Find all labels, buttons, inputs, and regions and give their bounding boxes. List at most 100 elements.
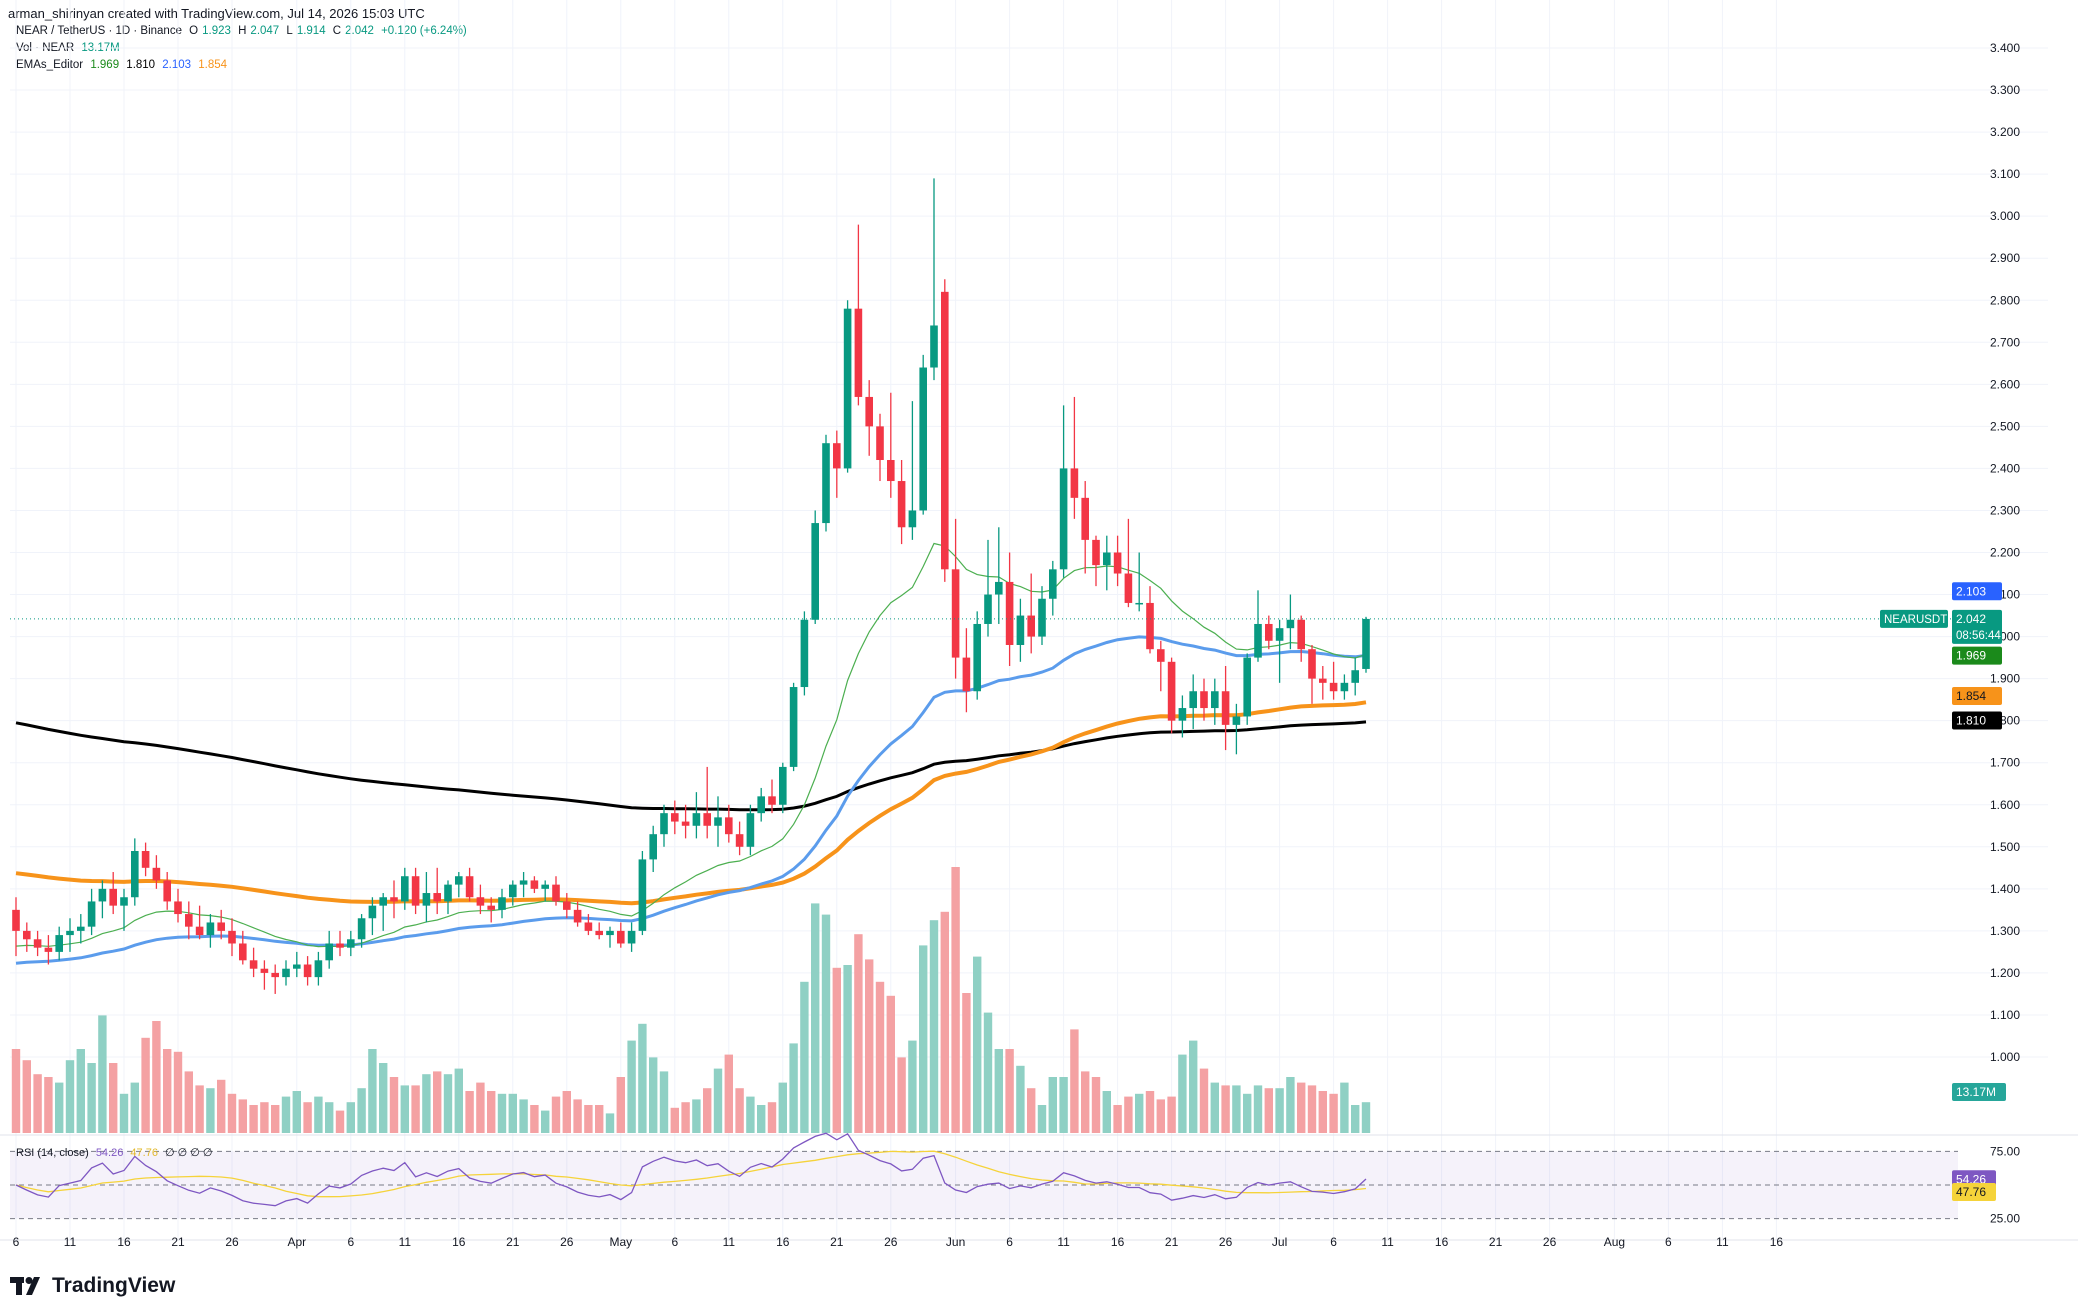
candle-body — [1178, 708, 1187, 721]
volume-bar — [811, 903, 820, 1133]
candle-body — [282, 968, 290, 978]
price-tick-label: 1.900 — [1990, 672, 2020, 686]
rsi-tick-label: 75.00 — [1990, 1144, 2020, 1158]
candle-body — [1016, 615, 1025, 645]
tradingview-logo[interactable]: TradingView — [10, 1274, 175, 1298]
volume-bar — [335, 1110, 345, 1133]
rsi-tick-label: 25.00 — [1990, 1212, 2020, 1226]
ema-value-blue: 2.103 — [162, 59, 192, 71]
volume-badge-box — [1952, 1083, 2006, 1101]
volume-bar — [519, 1099, 528, 1133]
volume-bar — [1329, 1093, 1338, 1133]
candle-body — [1081, 497, 1089, 540]
candle-body — [930, 325, 938, 368]
volume-bar — [292, 1091, 301, 1133]
volume-bar — [400, 1085, 409, 1133]
candle-body — [23, 930, 31, 940]
time-tick-label: 16 — [452, 1235, 466, 1249]
volume-bar — [1297, 1082, 1306, 1133]
price-tick-label: 2.700 — [1990, 335, 2020, 349]
time-tick-label: May — [609, 1235, 632, 1249]
time-tick-label: 6 — [347, 1235, 354, 1249]
volume-bar — [1286, 1077, 1295, 1133]
time-tick-label: 16 — [1770, 1235, 1784, 1249]
ema-value-black: 1.810 — [126, 59, 156, 71]
volume-bar — [973, 956, 982, 1133]
volume-bar — [411, 1085, 420, 1133]
time-tick-label: 11 — [64, 1235, 77, 1249]
open-value: 1.923 — [202, 25, 231, 37]
candles — [10, 178, 1958, 994]
volume-bar — [76, 1049, 85, 1133]
volume-bar — [433, 1071, 442, 1133]
time-tick-label: Aug — [1604, 1235, 1625, 1249]
price-tick-label: 2.500 — [1990, 419, 2020, 433]
high-value: 2.047 — [250, 25, 280, 37]
candle-body — [1124, 573, 1133, 603]
volume-bar — [281, 1096, 291, 1133]
candle-body — [1189, 691, 1197, 709]
ema-blue-badge: 2.103 — [1956, 584, 1986, 598]
volume-bar — [778, 1082, 787, 1133]
volume-bar — [33, 1074, 42, 1133]
ema-lines — [15, 542, 1367, 965]
volume-bar — [789, 1043, 798, 1133]
volume-bar — [681, 1102, 690, 1133]
candle-body — [228, 930, 236, 944]
ema-orange-badge-box — [1952, 686, 2002, 705]
volume-bar — [422, 1074, 431, 1133]
volume-bar — [659, 1071, 669, 1133]
candle-body — [1275, 628, 1284, 641]
candle-body — [87, 901, 96, 927]
candle-body — [779, 766, 787, 805]
candle-body — [260, 968, 269, 973]
time-tick-label: 16 — [776, 1235, 790, 1249]
candle-body — [584, 922, 593, 931]
candle-body — [455, 876, 463, 885]
volume-bar — [1178, 1054, 1187, 1133]
symbol-name[interactable]: NEAR / TetherUS · 1D · Binance — [16, 25, 182, 37]
ema-legend: EMAs_Editor 1.969 1.810 2.103 1.854 — [16, 59, 231, 71]
time-tick-label: 11 — [1716, 1235, 1729, 1249]
candle-body — [1059, 468, 1068, 570]
price-chart[interactable]: 3.400 3.300 3.200 3.100 3.000 2.900 2.800 2.700… — [0, 0, 2078, 1260]
candle-body — [843, 308, 852, 469]
volume-bar — [886, 995, 895, 1133]
candle-body — [1265, 623, 1273, 641]
time-tick-label: 11 — [1381, 1235, 1394, 1249]
volume-bar — [173, 1051, 183, 1133]
volume-bar — [195, 1085, 204, 1133]
volume-bar — [227, 1093, 237, 1133]
volume-bar — [1210, 1082, 1219, 1133]
time-axis[interactable]: 6 11 16 21 26 Apr 6 11 16 21 26 May 6 11 16 21 26 Jun 6 11 1… — [13, 1235, 1784, 1249]
ema-label[interactable]: EMAs_Editor — [16, 59, 84, 71]
high-label: H — [238, 25, 247, 37]
volume-bar — [541, 1110, 550, 1133]
volume-bar — [746, 1096, 755, 1133]
volume-bar — [616, 1077, 625, 1133]
logo-text: TradingView — [52, 1274, 176, 1297]
candle-body — [595, 930, 603, 936]
candle-body — [800, 619, 809, 688]
volume-bar — [238, 1099, 247, 1133]
volume-bar — [703, 1088, 712, 1133]
candle-body — [1135, 602, 1143, 605]
candle-body — [908, 510, 917, 528]
volume-bar — [735, 1088, 744, 1133]
candle-body — [120, 897, 128, 906]
volume-bar — [1275, 1088, 1284, 1133]
volume-bar — [1016, 1065, 1025, 1133]
price-tick-label: 3.400 — [1990, 41, 2020, 55]
candle-body — [1103, 552, 1111, 566]
candle-body — [1221, 691, 1230, 725]
rsi-label[interactable]: RSI (14, close) — [16, 1147, 89, 1159]
volume-bar — [368, 1049, 377, 1133]
time-tick-label: Jul — [1272, 1235, 1287, 1249]
time-tick-label: 16 — [1435, 1235, 1449, 1249]
volume-bar — [843, 965, 852, 1133]
candle-body — [1340, 682, 1349, 692]
ema-black-badge: 1.810 — [1956, 713, 1986, 727]
ticker-badge-box — [1880, 609, 1948, 628]
volume-bar — [163, 1049, 172, 1133]
candle-body — [77, 926, 85, 931]
